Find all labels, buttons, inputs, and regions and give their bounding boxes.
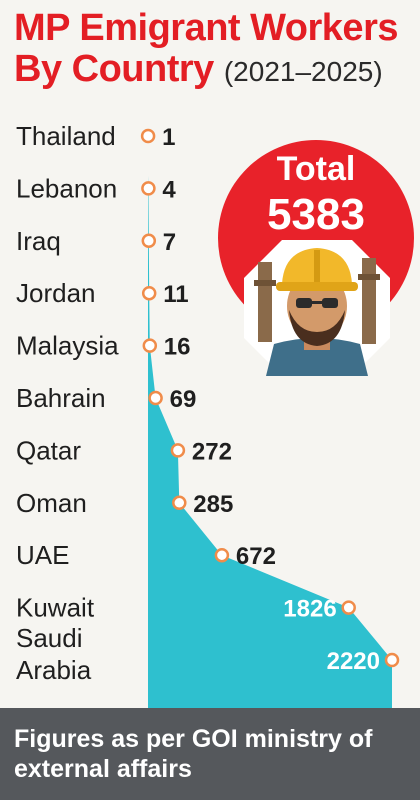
data-point-marker [140,128,156,144]
data-value-label: 1826 [283,596,336,623]
category-label: Qatar [16,435,81,465]
category-label: Lebanon [16,173,117,203]
chart-title: MP Emigrant Workers By Country (2021–202… [14,8,414,92]
category-label: Malaysia [16,331,119,361]
category-label: Thailand [16,121,116,151]
data-point-marker [341,600,356,615]
data-value-label: 11 [163,281,188,308]
data-point-marker [214,547,230,563]
chart-title-years: (2021–2025) [223,56,383,87]
footer-source-note: Figures as per GOI ministry of external … [0,708,420,800]
total-badge: Total 5383 [218,140,414,380]
data-value-label: 672 [236,543,276,570]
data-point-marker [141,181,156,196]
data-value-label: 1 [162,124,175,151]
data-value-label: 272 [192,438,232,465]
category-label: Iraq [16,226,61,256]
total-label: Total [276,150,356,188]
data-value-label: 4 [162,176,176,203]
data-point-marker [141,285,157,301]
area-series [148,176,392,708]
category-label: Saudi Arabia [16,623,92,685]
data-value-label: 69 [170,386,197,413]
category-label: Oman [16,488,87,518]
data-point-marker [172,495,187,511]
data-point-marker [384,652,400,668]
category-label: Jordan [16,278,96,308]
data-value-label: 7 [163,229,176,256]
data-value-label: 285 [193,491,233,518]
data-point-marker [141,233,157,249]
construction-worker-illustration [244,240,390,376]
category-label: Kuwait [16,593,95,623]
total-value: 5383 [267,190,365,239]
data-point-marker [142,338,158,353]
category-label: Bahrain [16,383,106,413]
category-label: UAE [16,540,69,570]
data-value-label: 16 [164,334,191,361]
data-point-marker [170,443,186,458]
data-value-label: 2220 [327,648,380,675]
chart-title-main: MP Emigrant Workers By Country [14,7,399,90]
data-point-marker [148,390,163,406]
